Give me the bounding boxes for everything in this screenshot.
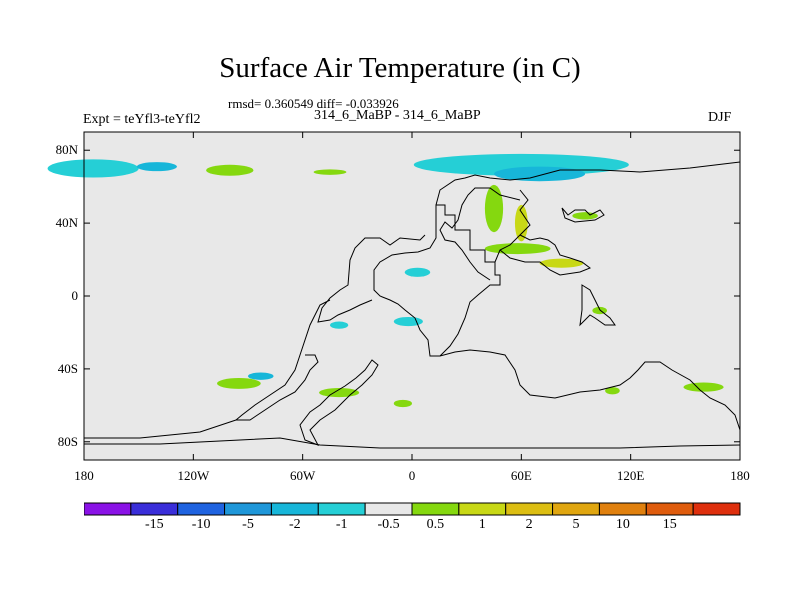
colorbar-segment: [177, 502, 226, 516]
anomaly-region: [514, 204, 528, 242]
colorbar-segment: [84, 502, 132, 516]
anomaly-region: [217, 378, 261, 389]
colorbar-segment: [411, 502, 460, 516]
x-axis-ticks: [83, 132, 741, 460]
anomaly-region: [484, 184, 504, 233]
x-tick-label: 0: [408, 468, 416, 483]
colorbar-label: -10: [191, 517, 211, 532]
colorbar-label: 15: [662, 517, 677, 532]
rmsd-diff-stats: rmsd= 0.360549 diff= -0.033926: [228, 96, 399, 111]
coastline-se-asia: [579, 284, 616, 327]
anomaly-region: [206, 164, 254, 176]
colorbar-label: 1: [478, 517, 486, 532]
colorbar-label: -5: [242, 517, 254, 532]
season-label: DJF: [708, 110, 732, 125]
colorbar-segment: [364, 502, 413, 516]
coastline-eurasia: [435, 161, 741, 281]
anomaly-region: [393, 399, 412, 408]
colorbar-segment: [692, 502, 741, 516]
coastline-australia: [430, 349, 741, 431]
experiment-label: Expt = teYfl3-teYfl2: [83, 112, 201, 127]
map-background: [84, 132, 740, 460]
colorbar: [84, 502, 741, 516]
anomaly-region: [683, 382, 724, 392]
anomaly-region: [404, 267, 431, 277]
chart-subtitle: 314_6_MaBP - 314_6_MaBP: [314, 108, 481, 123]
colorbar-segment: [317, 502, 366, 516]
anomaly-region: [484, 243, 551, 255]
colorbar-segment: [645, 502, 694, 516]
y-axis-ticks: [84, 149, 740, 443]
coastline-antarctica: [84, 419, 741, 449]
coastline-africa: [373, 204, 501, 357]
x-tick-label: 180: [730, 468, 750, 483]
anomaly-region: [47, 159, 139, 178]
x-tick-label: 120W: [177, 468, 210, 483]
colorbar-label: 5: [572, 517, 580, 532]
colorbar-segment: [130, 502, 179, 516]
colorbar-label: 0.5: [426, 517, 445, 532]
x-tick-label: 60W: [290, 468, 316, 483]
anomaly-region: [494, 166, 586, 182]
colorbar-label: -15: [144, 517, 164, 532]
y-tick-label: 40N: [55, 215, 78, 231]
anomaly-region: [248, 372, 274, 380]
coastlines: [84, 161, 741, 449]
y-tick-label: 40S: [57, 360, 78, 376]
colorbar-label: 10: [615, 517, 630, 532]
y-tick-label: 0: [71, 288, 79, 303]
anomaly-region: [605, 387, 620, 395]
anomaly-region: [313, 169, 347, 175]
anomaly-region: [136, 162, 177, 172]
colorbar-segment: [505, 502, 554, 516]
anomaly-region: [393, 316, 423, 327]
colorbar-label: -0.5: [377, 517, 400, 532]
y-tick-label: 80N: [55, 142, 78, 158]
x-tick-label: 120E: [616, 468, 645, 483]
x-tick-label: 180: [74, 468, 94, 483]
coastline-south-america: [299, 359, 379, 446]
x-tick-label: 60E: [510, 468, 532, 483]
anomaly-region: [319, 388, 360, 398]
colorbar-label: 2: [525, 517, 533, 532]
colorbar-segment: [270, 502, 319, 516]
anomaly-region: [330, 321, 349, 329]
y-tick-label: 80S: [57, 433, 78, 449]
chart-title: Surface Air Temperature (in C): [219, 52, 581, 84]
colorbar-segment: [458, 502, 507, 516]
colorbar-segment: [552, 502, 600, 516]
colorbar-label: -2: [289, 517, 301, 532]
coastline-india: [561, 207, 605, 223]
colorbar-segment: [598, 502, 647, 516]
anomaly-region: [539, 258, 584, 268]
anomaly-region: [592, 306, 607, 315]
colorbar-segment: [224, 502, 272, 516]
colorbar-label: -1: [335, 517, 348, 532]
